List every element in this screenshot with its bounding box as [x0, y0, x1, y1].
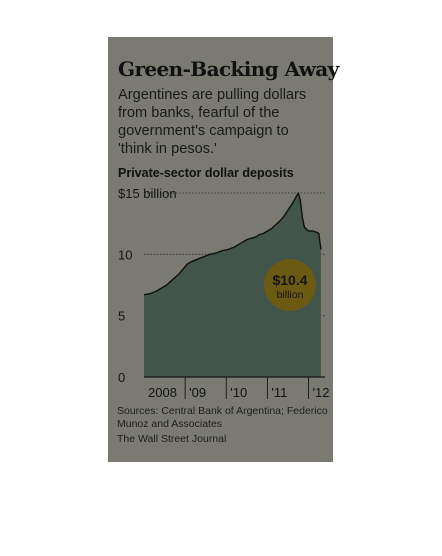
annotation-value: $10.4 [272, 272, 307, 288]
y-tick-label-1: 10 [118, 247, 132, 262]
x-tick-label-0: 2008 [148, 385, 177, 400]
annotation-circle [264, 259, 316, 311]
chart-title: Green-Backing Away [118, 57, 339, 81]
y-tick-label-3: 0 [118, 370, 125, 385]
y-tick-label-0: $15 billion [118, 186, 177, 201]
source-line-2: Munoz and Associates [117, 418, 223, 430]
annotation-unit: billion [277, 289, 304, 301]
credit-line: The Wall Street Journal [117, 433, 227, 445]
y-tick-label-2: 5 [118, 309, 125, 324]
annotation-bubble: $10.4 billion [264, 259, 316, 311]
subtitle-line-1: Argentines are pulling dollars [118, 87, 307, 103]
x-tick-label-2: '10 [230, 385, 247, 400]
series-fill-0 [144, 193, 321, 377]
x-tick-labels: 2008 '09 '10 '11 '12 [148, 377, 329, 400]
y-tick-labels: $15 billion 10 5 0 [118, 186, 177, 385]
x-tick-label-3: '11 [271, 385, 287, 400]
x-tick-label-1: '09 [189, 385, 206, 400]
series-label: Private-sector dollar deposits [118, 166, 294, 180]
series-area [143, 192, 322, 377]
x-tick-label-4: '12 [313, 385, 330, 400]
subtitle-line-3: government's campaign to [118, 123, 289, 139]
source-line-1: Sources: Central Bank of Argentina; Fede… [117, 405, 328, 417]
subtitle-line-4: 'think in pesos.' [118, 141, 217, 157]
subtitle-line-2: from banks, fearful of the [118, 105, 280, 121]
series-line-0 [143, 192, 322, 296]
